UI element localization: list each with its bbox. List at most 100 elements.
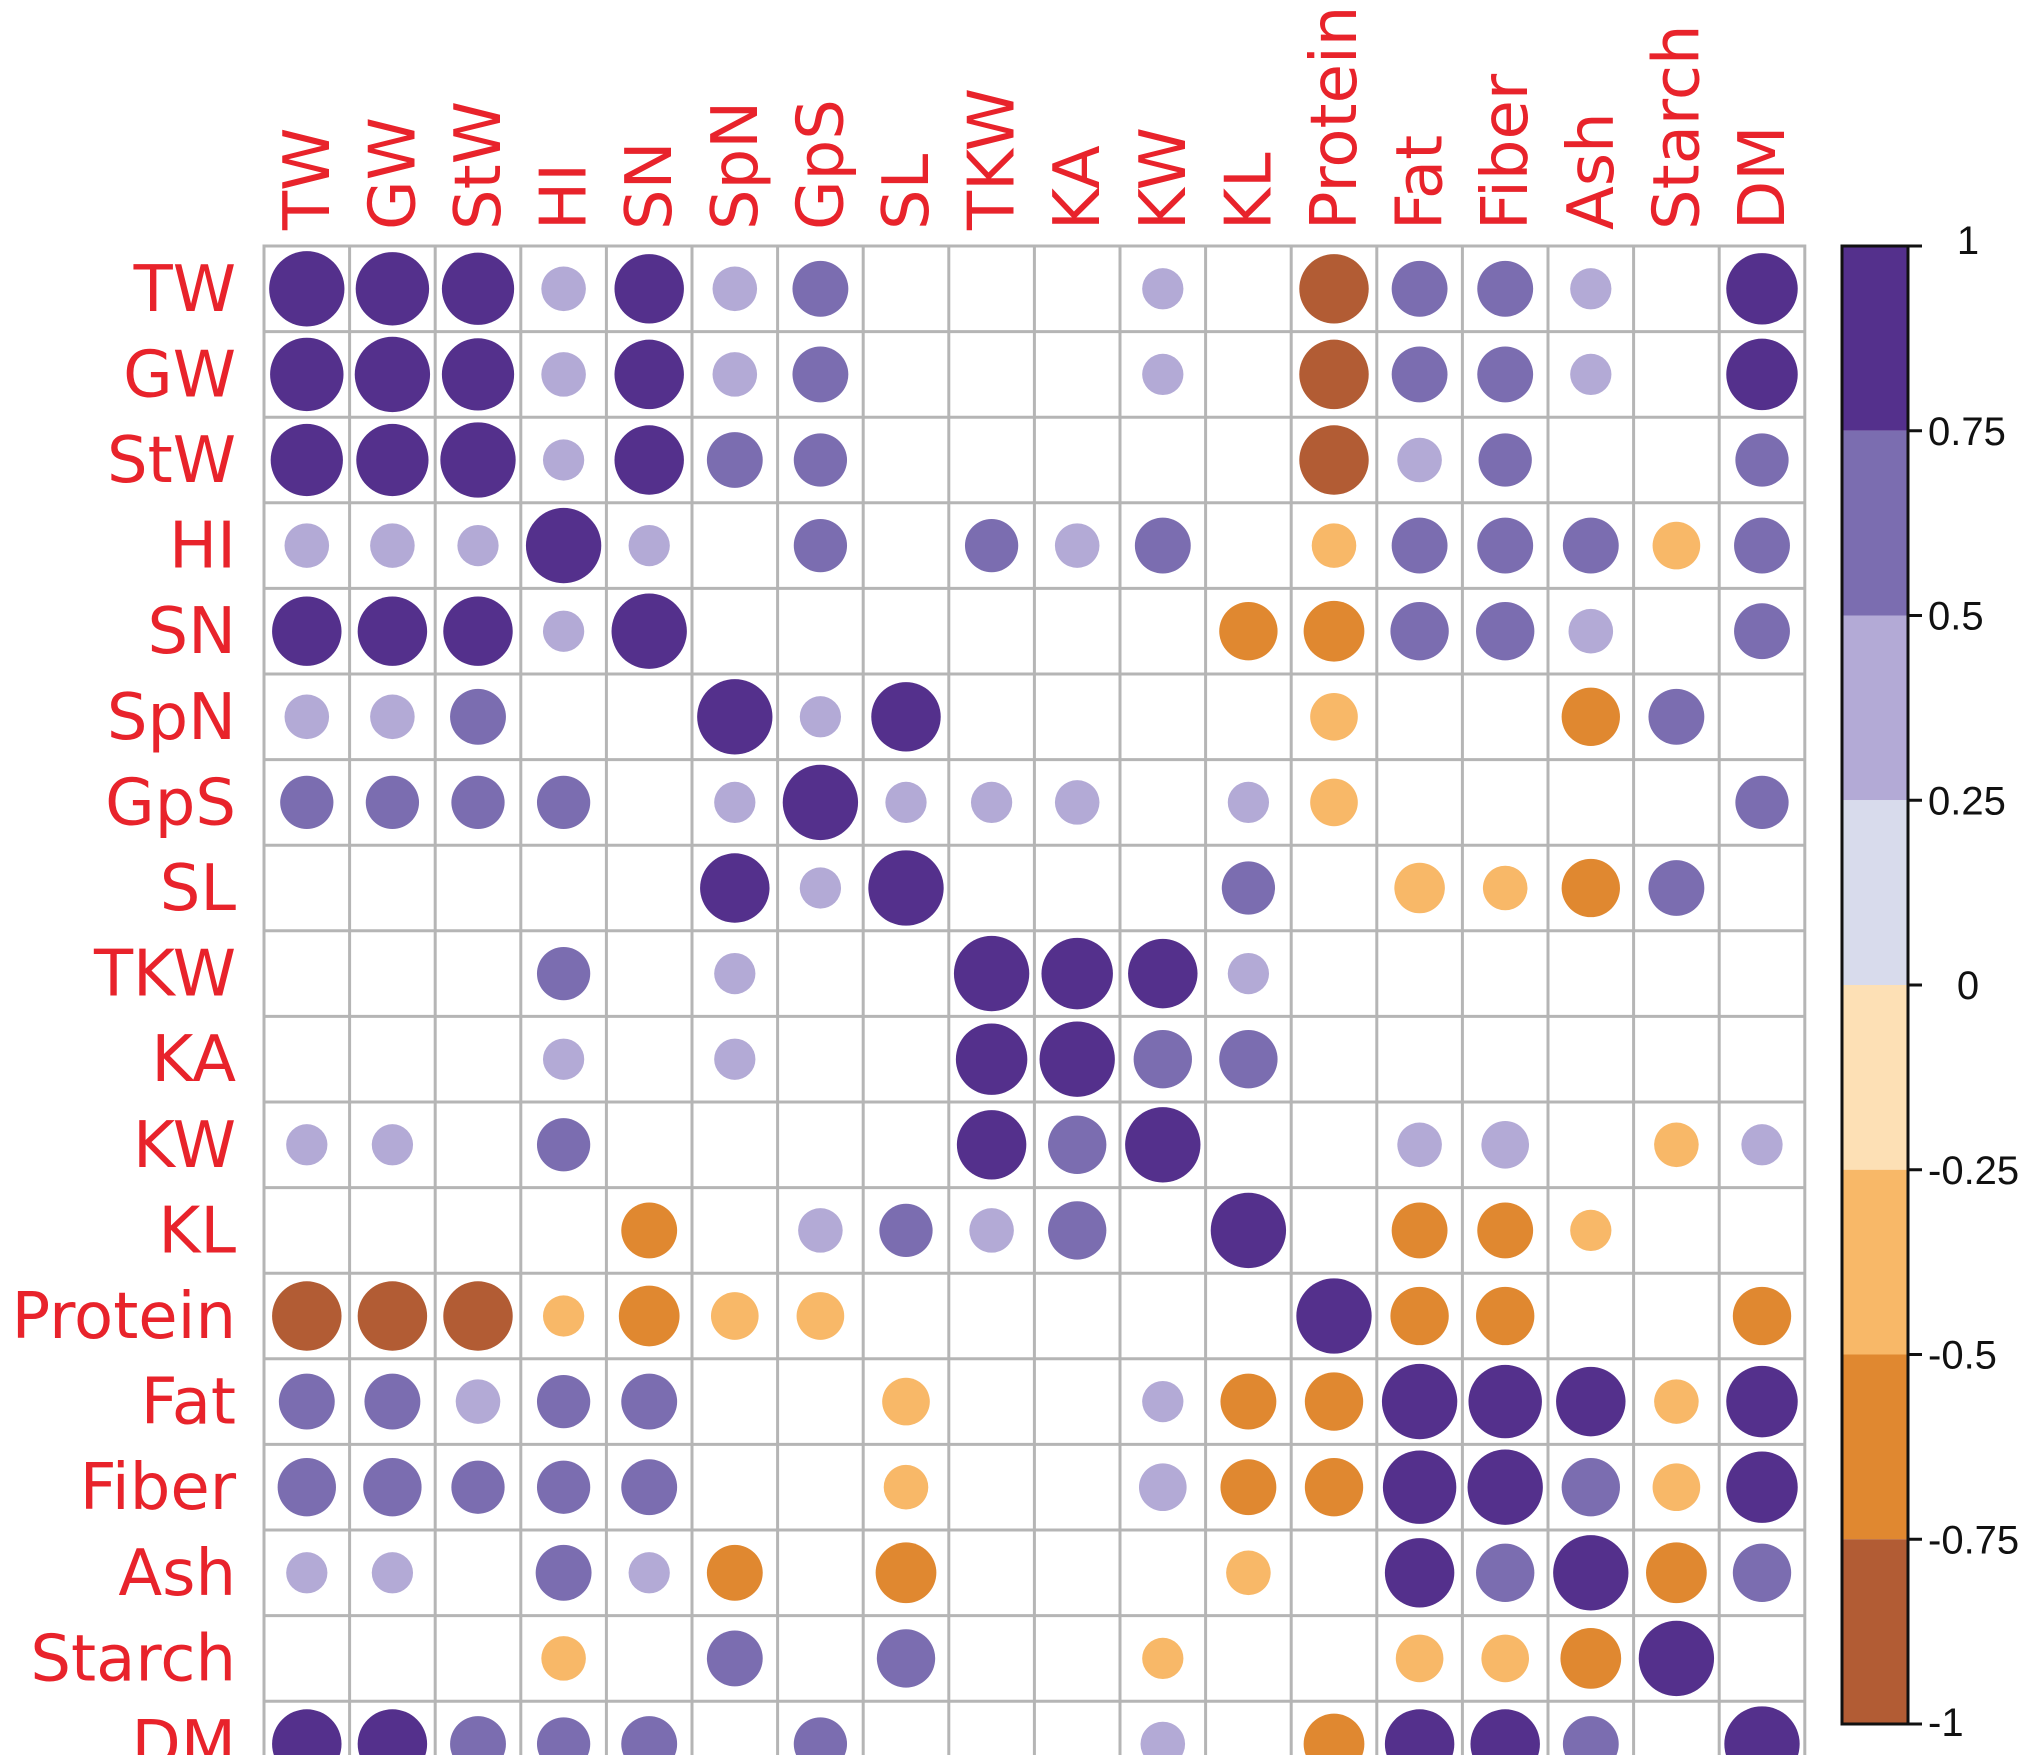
corr-circle-tw-dm <box>1726 253 1798 325</box>
corr-circle-ash-fat <box>1384 1538 1455 1608</box>
corr-circle-sn-stw <box>443 596 513 666</box>
corr-circle-gw-protein <box>1299 339 1369 410</box>
corr-circle-protein-stw <box>443 1281 513 1351</box>
corr-circle-ash-ash <box>1553 1535 1629 1611</box>
corr-circle-protein-hi <box>542 1295 585 1337</box>
corr-circle-tw-fat <box>1391 260 1448 317</box>
corr-circle-sl-fat <box>1394 862 1445 914</box>
col-label-sn: SN <box>613 142 687 231</box>
corr-circle-fiber-fat <box>1382 1450 1457 1524</box>
corr-circle-hi-tw <box>284 523 330 568</box>
corr-circle-tw-ash <box>1570 268 1612 310</box>
corr-circle-fat-starch <box>1654 1379 1699 1424</box>
corr-circle-tkw-spn <box>714 952 756 995</box>
colorbar-tick-label: 0.5 <box>1928 595 1984 639</box>
col-label-gps: GpS <box>784 99 858 230</box>
corr-circle-hi-protein <box>1311 523 1357 568</box>
col-label-stw: StW <box>442 101 516 230</box>
corr-circle-kl-sl <box>879 1203 933 1258</box>
col-label-ash: Ash <box>1555 112 1629 230</box>
col-label-starch: Starch <box>1640 24 1714 230</box>
corr-circle-ash-hi <box>535 1544 592 1601</box>
corr-circle-fiber-tw <box>277 1458 336 1517</box>
corr-circle-kl-fat <box>1391 1202 1448 1259</box>
corr-circle-fiber-protein <box>1304 1458 1364 1517</box>
corr-circle-stw-fat <box>1397 437 1442 483</box>
corr-circle-ash-sn <box>628 1552 670 1594</box>
corr-circle-fiber-fiber <box>1467 1449 1543 1525</box>
colorbar-tick-label: -0.25 <box>1928 1149 2019 1193</box>
corr-circle-stw-gw <box>356 423 429 497</box>
corr-circle-fat-hi <box>536 1374 591 1429</box>
row-label-stw: StW <box>107 424 236 498</box>
corr-circle-kl-tkw <box>969 1208 1014 1253</box>
corr-circle-hi-stw <box>457 524 499 567</box>
corr-circle-tw-sn <box>614 254 684 324</box>
corr-circle-gw-gw <box>354 336 431 413</box>
row-label-fiber: Fiber <box>80 1451 237 1525</box>
corr-circle-ka-hi <box>542 1038 585 1080</box>
row-label-starch: Starch <box>30 1622 236 1696</box>
corr-circle-stw-gps <box>793 433 848 487</box>
corr-circle-stw-tw <box>270 423 343 497</box>
corr-circle-sn-fiber <box>1476 602 1535 661</box>
corr-circle-sl-sl <box>868 850 944 926</box>
corr-circle-ash-kl <box>1226 1550 1271 1596</box>
corr-circle-spn-tw <box>284 694 330 740</box>
corr-circle-gw-fat <box>1391 346 1448 403</box>
col-label-ka: KA <box>1041 145 1115 230</box>
corr-circle-sl-ash <box>1561 858 1620 918</box>
corr-circle-kw-gw <box>371 1124 414 1166</box>
row-label-ash: Ash <box>118 1537 236 1611</box>
corr-circle-gw-stw <box>441 338 515 411</box>
row-label-protein: Protein <box>12 1280 236 1354</box>
corr-circle-ash-starch <box>1646 1542 1707 1604</box>
colorbar-bin <box>1842 1539 1908 1724</box>
corr-circle-tw-stw <box>441 252 515 325</box>
corr-circle-starch-fat <box>1395 1634 1444 1683</box>
corr-circle-ka-tkw <box>955 1023 1028 1095</box>
corr-circle-sl-gps <box>799 867 842 909</box>
corr-circle-kl-fiber <box>1477 1202 1534 1259</box>
column-labels: TW GW StW HI SN SpN GpS SL TKW KA KW KL Protein Fat Fi… <box>271 6 1800 231</box>
colorbar-tick-label: 1 <box>1957 219 1979 263</box>
corr-circle-gw-tw <box>270 337 344 412</box>
corr-circle-sn-protein <box>1303 600 1365 662</box>
corr-circle-sn-dm <box>1734 603 1790 660</box>
corr-circle-gw-spn <box>712 352 758 397</box>
corr-circle-dm-gw <box>357 1709 428 1755</box>
corr-circle-gps-spn <box>714 781 756 824</box>
corr-circle-stw-spn <box>706 432 763 488</box>
row-label-tw: TW <box>133 253 236 327</box>
corr-circle-tkw-tkw <box>953 935 1030 1012</box>
corr-circle-dm-dm <box>1724 1706 1800 1755</box>
corr-circle-protein-sn <box>618 1285 680 1347</box>
colorbar-bin <box>1842 800 1908 985</box>
colorbar-tick-label: 0.25 <box>1928 779 2006 823</box>
col-label-hi: HI <box>528 163 602 230</box>
colorbar-bin <box>1842 1169 1908 1355</box>
colorbar-bin <box>1842 985 1908 1170</box>
corr-circle-kw-dm <box>1741 1124 1783 1166</box>
colorbar-bin <box>1842 615 1908 801</box>
corr-circle-gps-hi <box>536 775 591 830</box>
corr-circle-gw-fiber <box>1477 346 1534 403</box>
corr-circle-spn-stw <box>450 688 506 745</box>
corr-circle-ka-kw <box>1133 1030 1192 1089</box>
corr-circle-tkw-kw <box>1128 938 1198 1009</box>
corr-circle-ash-sl <box>875 1542 937 1604</box>
row-labels: TW GW StW HI SN SpN GpS SL TKW KA KW KL Protein Fat Fi… <box>12 253 237 1755</box>
corr-circle-starch-fiber <box>1481 1634 1530 1683</box>
corr-circle-stw-dm <box>1735 433 1789 487</box>
corr-circle-sl-kl <box>1221 861 1276 915</box>
row-label-spn: SpN <box>107 681 236 755</box>
corr-circle-sn-ash <box>1568 608 1614 654</box>
corr-circle-fat-stw <box>455 1379 501 1424</box>
colorbar-bin <box>1842 430 1908 616</box>
col-label-kw: KW <box>1127 127 1201 230</box>
corr-circle-kw-fiber <box>1481 1120 1530 1169</box>
corr-circle-fat-kw <box>1142 1380 1184 1423</box>
corr-circle-gps-tkw <box>970 781 1013 824</box>
corr-circle-spn-gps <box>799 696 842 738</box>
corr-circle-stw-stw <box>440 422 516 498</box>
